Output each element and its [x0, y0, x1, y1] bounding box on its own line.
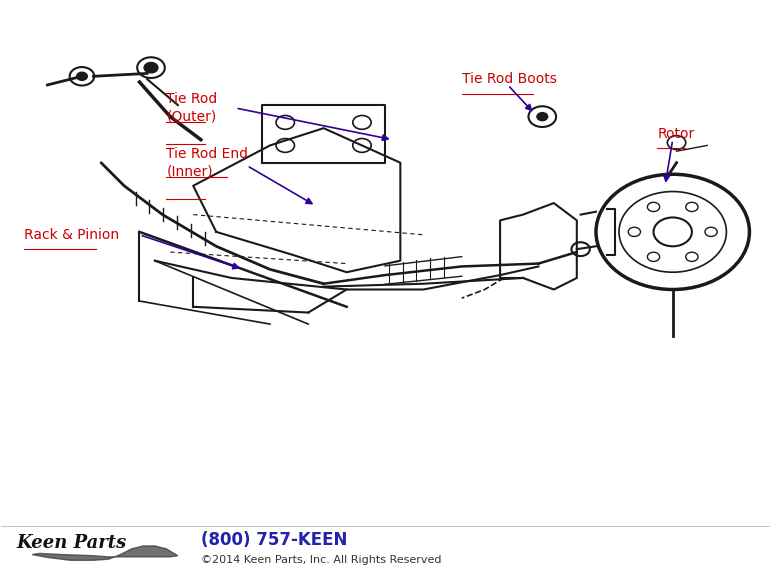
Text: Rack & Pinion: Rack & Pinion — [25, 228, 119, 242]
Circle shape — [76, 72, 87, 80]
Polygon shape — [32, 546, 178, 560]
Text: (800) 757-KEEN: (800) 757-KEEN — [201, 531, 347, 549]
Text: Tie Rod End
(Inner): Tie Rod End (Inner) — [166, 147, 249, 178]
Circle shape — [144, 63, 158, 73]
Text: ©2014 Keen Parts, Inc. All Rights Reserved: ©2014 Keen Parts, Inc. All Rights Reserv… — [201, 555, 441, 565]
Text: Keen Parts: Keen Parts — [17, 534, 127, 552]
Text: Tie Rod Boots: Tie Rod Boots — [462, 72, 557, 86]
Text: Rotor: Rotor — [658, 127, 695, 141]
Text: Tie Rod
(Outer): Tie Rod (Outer) — [166, 92, 218, 124]
Circle shape — [537, 112, 547, 120]
